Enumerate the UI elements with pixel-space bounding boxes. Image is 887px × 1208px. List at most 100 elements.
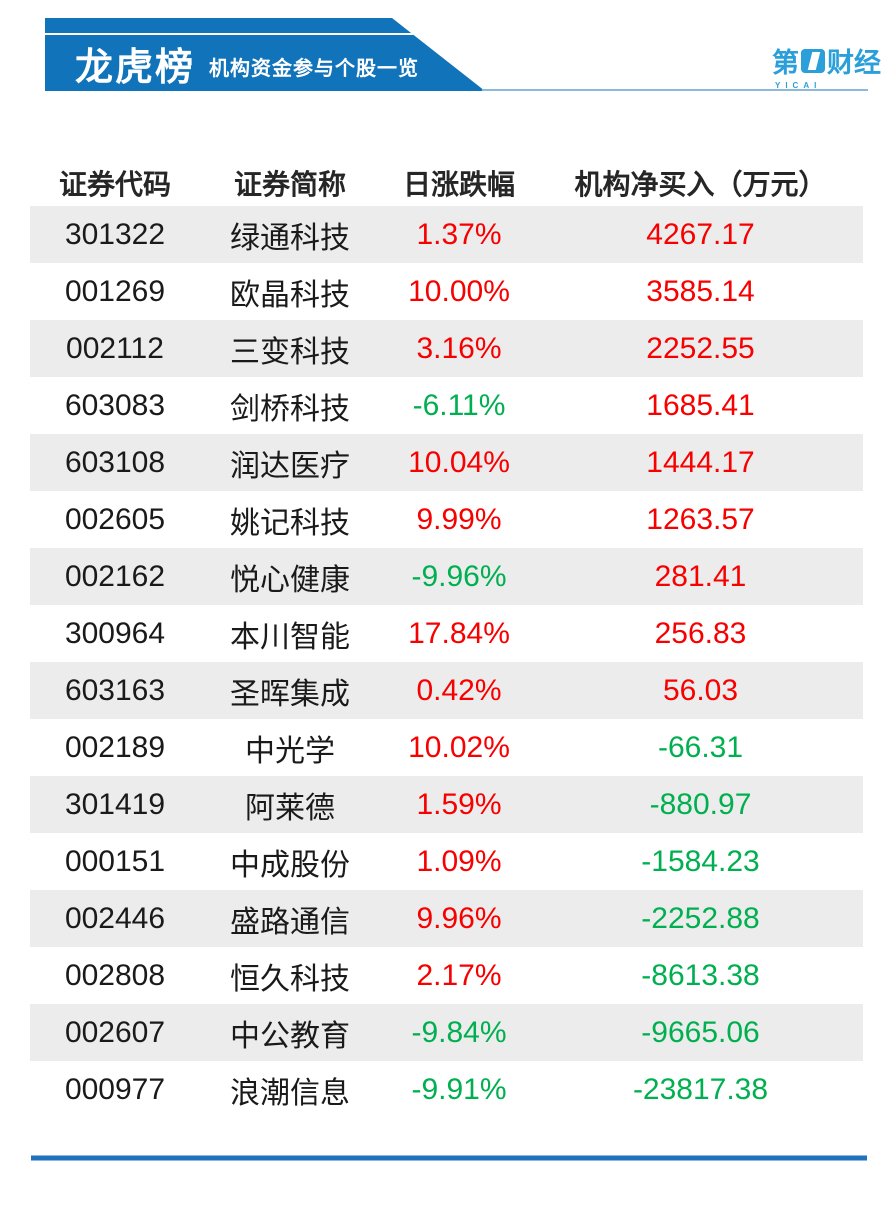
stock-name: 姚记科技 — [230, 506, 350, 540]
table-row: 002189 中光学 10.02% -66.31 — [30, 719, 863, 776]
net-buy: 2252.55 — [646, 331, 755, 365]
daily-change: 9.99% — [416, 502, 502, 536]
page-title: 龙虎榜 — [75, 46, 196, 89]
yicai-logo-latin: YICAI — [775, 81, 822, 90]
table-row: 000151 中成股份 1.09% -1584.23 — [30, 833, 863, 890]
net-buy: 56.03 — [662, 673, 739, 707]
stock-name: 浪潮信息 — [230, 1076, 350, 1110]
table-row: 603163 圣晖集成 0.42% 56.03 — [30, 662, 863, 719]
daily-change: 10.00% — [408, 274, 510, 308]
column-header-change: 日涨跌幅 — [402, 169, 515, 200]
stock-code: 002112 — [66, 331, 164, 365]
stock-code: 301419 — [64, 787, 166, 821]
table-row: 002446 盛路通信 9.96% -2252.88 — [30, 890, 863, 947]
stock-code: 002607 — [64, 1015, 166, 1049]
daily-change: 1.37% — [416, 217, 502, 251]
net-buy: 256.83 — [654, 616, 747, 650]
stock-code: 300964 — [64, 616, 166, 650]
yicai-logo-wordmark: 第 财经 — [772, 41, 881, 80]
daily-change: 3.16% — [416, 331, 502, 365]
net-buy: -1584.23 — [641, 844, 760, 878]
column-header-netbuy: 机构净买入（万元） — [574, 169, 827, 200]
table-row: 301419 阿莱德 1.59% -880.97 — [30, 776, 863, 833]
table-row: 603083 剑桥科技 -6.11% 1685.41 — [30, 377, 863, 434]
daily-change: -9.84% — [411, 1015, 507, 1049]
banner-text: 龙虎榜 机构资金参与个股一览 — [75, 35, 445, 91]
stock-name: 圣晖集成 — [230, 677, 350, 711]
net-buy: -880.97 — [649, 787, 752, 821]
stock-name: 润达医疗 — [230, 449, 350, 483]
table-row: 001269 欧晶科技 10.00% 3585.14 — [30, 263, 863, 320]
table-row: 002112 三变科技 3.16% 2252.55 — [30, 320, 863, 377]
stock-name: 阿莱德 — [245, 791, 335, 825]
stock-code: 002605 — [64, 502, 166, 536]
stock-code: 301322 — [64, 217, 166, 251]
net-buy: -66.31 — [657, 730, 744, 764]
net-buy: 1685.41 — [646, 388, 755, 422]
stock-name: 中光学 — [245, 734, 335, 768]
net-buy: 1444.17 — [646, 445, 755, 479]
table-row: 002808 恒久科技 2.17% -8613.38 — [30, 947, 863, 1004]
stock-name: 中公教育 — [230, 1019, 350, 1053]
net-buy: 281.41 — [654, 559, 747, 593]
banner-accent-line — [45, 33, 485, 35]
daily-change: 17.84% — [408, 616, 510, 650]
stock-code: 000151 — [64, 844, 166, 878]
daily-change: 0.42% — [416, 673, 502, 707]
net-buy: 3585.14 — [646, 274, 755, 308]
daily-change: 2.17% — [416, 958, 502, 992]
stock-code: 002189 — [64, 730, 166, 764]
stock-name: 恒久科技 — [230, 962, 350, 996]
table-header-row: 证券代码 证券简称 日涨跌幅 机构净买入（万元） — [30, 160, 863, 206]
stock-name: 三变科技 — [230, 335, 350, 369]
daily-change: -9.91% — [411, 1072, 507, 1106]
net-buy: 4267.17 — [646, 217, 755, 251]
bottom-divider-line — [31, 1156, 867, 1160]
stock-name: 绿通科技 — [230, 221, 350, 255]
net-buy: -9665.06 — [641, 1015, 760, 1049]
column-header-code: 证券代码 — [58, 169, 171, 200]
stock-name: 盛路通信 — [230, 905, 350, 939]
stock-code: 000977 — [64, 1072, 166, 1106]
column-header-name: 证券简称 — [233, 169, 346, 200]
banner-extension-line — [482, 89, 868, 91]
table-row: 301322 绿通科技 1.37% 4267.17 — [30, 206, 863, 263]
net-buy: -2252.88 — [641, 901, 760, 935]
stock-name: 欧晶科技 — [230, 278, 350, 312]
daily-change: -6.11% — [412, 388, 506, 422]
daily-change: 1.59% — [416, 787, 502, 821]
net-buy: 1263.57 — [646, 502, 755, 536]
daily-change: 9.96% — [416, 901, 502, 935]
stock-code: 603083 — [64, 388, 166, 422]
stock-name: 本川智能 — [230, 620, 350, 654]
stocks-table: 证券代码 证券简称 日涨跌幅 机构净买入（万元） 301322 绿通科技 1.3… — [30, 160, 863, 1118]
daily-change: 10.02% — [408, 730, 510, 764]
stock-name: 中成股份 — [230, 848, 350, 882]
table-row: 603108 润达医疗 10.04% 1444.17 — [30, 434, 863, 491]
table-row: 000977 浪潮信息 -9.91% -23817.38 — [30, 1061, 863, 1118]
stock-code: 603108 — [64, 445, 166, 479]
stock-code: 002808 — [64, 958, 166, 992]
stock-name: 悦心健康 — [230, 563, 350, 597]
stock-code: 002162 — [64, 559, 166, 593]
yicai-logo-suffix: 财经 — [827, 48, 881, 78]
stock-code: 002446 — [64, 901, 166, 935]
table-row: 002605 姚记科技 9.99% 1263.57 — [30, 491, 863, 548]
stock-name: 剑桥科技 — [230, 392, 350, 426]
stock-code: 603163 — [64, 673, 166, 707]
table-row: 002162 悦心健康 -9.96% 281.41 — [30, 548, 863, 605]
yicai-logo-prefix: 第 — [772, 48, 799, 78]
table-body: 301322 绿通科技 1.37% 4267.17 001269 欧晶科技 10… — [30, 206, 863, 1118]
daily-change: -9.96% — [411, 559, 507, 593]
net-buy: -23817.38 — [632, 1072, 769, 1106]
yicai-one-icon — [801, 48, 825, 73]
net-buy: -8613.38 — [641, 958, 760, 992]
title-banner: 龙虎榜 机构资金参与个股一览 — [45, 18, 485, 91]
daily-change: 1.09% — [416, 844, 502, 878]
page-subtitle: 机构资金参与个股一览 — [209, 58, 420, 80]
daily-change: 10.04% — [408, 445, 510, 479]
table-row: 002607 中公教育 -9.84% -9665.06 — [30, 1004, 863, 1061]
stock-code: 001269 — [64, 274, 166, 308]
yicai-logo: 第 财经 YICAI — [772, 41, 881, 90]
